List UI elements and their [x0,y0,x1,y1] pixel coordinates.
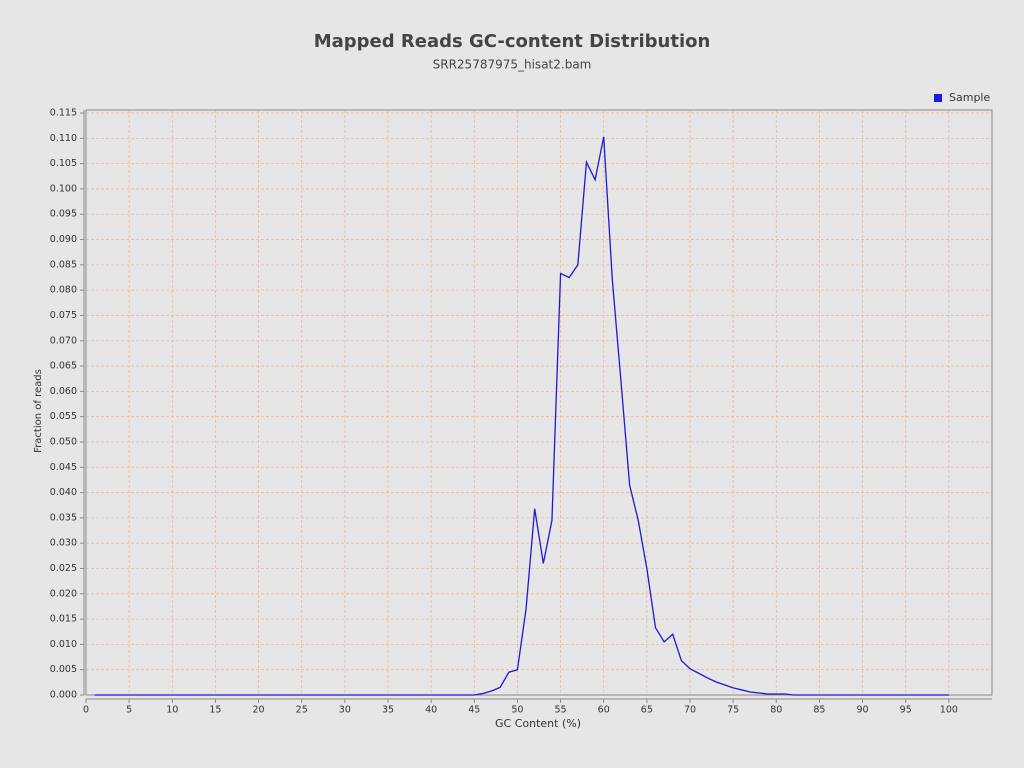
x-tick-label: 10 [166,705,178,716]
plot-border [85,109,993,696]
legend-label: Sample [949,91,990,104]
x-tick-label: 0 [83,705,89,716]
y-tick-label: 0.100 [50,183,77,194]
x-tick-label: 95 [900,705,912,716]
y-tick-label: 0.070 [50,335,77,346]
y-tick-label: 0.020 [50,588,77,599]
y-tick-label: 0.080 [50,285,77,296]
y-tick-label: 0.000 [50,690,77,701]
y-tick-label: 0.025 [50,563,77,574]
y-tick-label: 0.075 [50,310,77,321]
x-tick-label: 80 [770,705,782,716]
y-tick-label: 0.090 [50,234,77,245]
x-tick-label: 15 [209,705,221,716]
chart-subtitle: SRR25787975_hisat2.bam [433,58,592,72]
legend-swatch [934,94,942,102]
y-tick-label: 0.030 [50,538,77,549]
x-tick-label: 55 [555,705,567,716]
y-tick-label: 0.055 [50,411,77,422]
y-tick-label: 0.060 [50,386,77,397]
y-tick-label: 0.045 [50,462,77,473]
x-tick-label: 20 [253,705,265,716]
x-tick-label: 70 [684,705,696,716]
y-tick-label: 0.040 [50,487,77,498]
data-line [94,136,949,696]
x-tick-label: 5 [126,705,132,716]
y-tick-label: 0.095 [50,209,77,220]
y-tick-label: 0.015 [50,614,77,625]
y-axis-label: Fraction of reads [33,369,44,453]
y-tick-label: 0.050 [50,436,77,447]
x-tick-label: 40 [425,705,437,716]
x-tick-label: 65 [641,705,653,716]
x-axis-label: GC Content (%) [495,717,581,730]
y-tick-label: 0.065 [50,361,77,372]
x-tick-label: 35 [382,705,394,716]
y-tick-label: 0.005 [50,664,77,675]
x-tick-label: 100 [940,705,958,716]
x-tick-label: 45 [468,705,480,716]
x-tick-label: 85 [813,705,825,716]
y-tick-label: 0.105 [50,158,77,169]
y-tick-label: 0.110 [50,133,77,144]
x-tick-label: 30 [339,705,351,716]
y-tick-label: 0.085 [50,259,77,270]
x-tick-label: 25 [296,705,308,716]
y-tick-label: 0.035 [50,512,77,523]
x-tick-label: 75 [727,705,739,716]
chart-title: Mapped Reads GC-content Distribution [314,31,711,52]
x-tick-label: 50 [511,705,523,716]
y-tick-label: 0.115 [50,108,77,119]
x-tick-label: 60 [598,705,610,716]
y-tick-label: 0.010 [50,639,77,650]
grid [85,110,992,696]
x-tick-label: 90 [857,705,869,716]
